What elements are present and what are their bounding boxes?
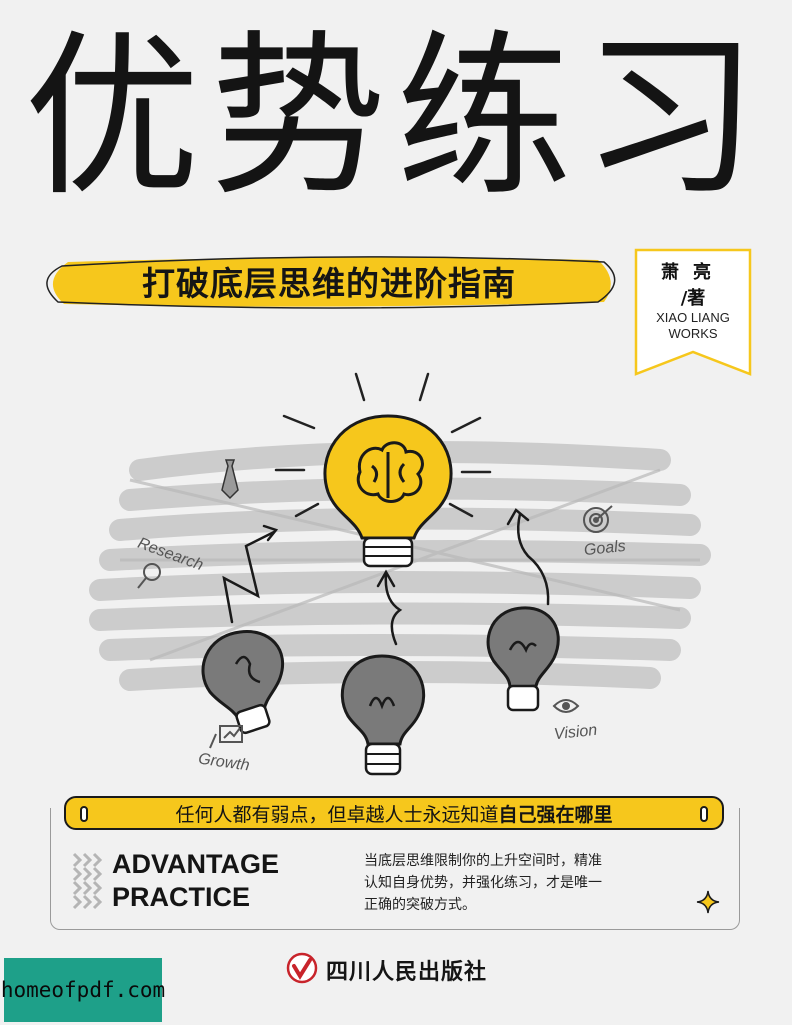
slogan-highlight: 自己强在哪里 bbox=[498, 803, 613, 826]
magnifier-icon bbox=[137, 563, 161, 589]
arrows bbox=[222, 508, 550, 646]
description: 当底层思维限制你的上升空间时，精准 认知自身优势，并强化练习，才是唯一 正确的突… bbox=[364, 850, 694, 916]
pill-decoration-left bbox=[80, 806, 88, 822]
main-bulb bbox=[323, 414, 453, 568]
sparkle-icon bbox=[696, 890, 720, 914]
info-panel bbox=[50, 808, 740, 930]
description-line1: 当底层思维限制你的上升空间时，精准 bbox=[364, 853, 602, 869]
chart-icon bbox=[209, 725, 243, 749]
book-title: 优势练习 bbox=[23, 15, 768, 220]
target-icon bbox=[583, 505, 613, 533]
gray-bulb-center bbox=[340, 654, 426, 776]
eye-icon bbox=[552, 699, 580, 713]
tie-icon bbox=[221, 459, 239, 500]
gray-bulb-left bbox=[201, 630, 285, 735]
publisher: 四川人民出版社 bbox=[286, 950, 526, 986]
slogan-banner: 任何人都有弱点，但卓越人士永远知道 自己强在哪里 bbox=[64, 796, 724, 830]
description-line3: 正确的突破方式。 bbox=[364, 897, 476, 913]
lightbulb-illustration: Research Goals Growth Vision bbox=[60, 360, 740, 790]
chevron-stripes-icon bbox=[72, 852, 103, 910]
illustration-art bbox=[89, 372, 711, 776]
english-title: ADVANTAGE PRACTICE bbox=[112, 848, 279, 914]
author-english: XIAO LIANG WORKS bbox=[634, 310, 752, 342]
pill-decoration-right bbox=[700, 806, 708, 822]
book-subtitle: 打破底层思维的进阶指南 bbox=[142, 264, 516, 303]
author-name: 萧亮 bbox=[661, 262, 725, 283]
english-title-line1: ADVANTAGE bbox=[112, 849, 279, 879]
gray-bulb-right bbox=[486, 606, 560, 712]
publisher-logo-icon bbox=[286, 952, 318, 984]
author-tag: 萧亮 /著 XIAO LIANG WORKS bbox=[634, 248, 752, 376]
subtitle-highlight-shape bbox=[46, 256, 616, 309]
slogan-text: 任何人都有弱点，但卓越人士永远知道 bbox=[175, 803, 499, 826]
description-line2: 认知自身优势，并强化练习，才是唯一 bbox=[364, 875, 602, 891]
english-title-line2: PRACTICE bbox=[112, 882, 251, 912]
light-rays bbox=[274, 372, 492, 518]
author-english-line1: XIAO LIANG bbox=[656, 310, 730, 325]
author-role: /著 bbox=[680, 288, 706, 309]
publisher-name: 四川人民出版社 bbox=[326, 959, 488, 985]
author-english-line2: WORKS bbox=[668, 326, 718, 341]
subtitle-banner: 打破底层思维的进阶指南 bbox=[38, 252, 620, 310]
watermark-badge: homeofpdf.com bbox=[1, 958, 165, 1022]
author-tag-shape bbox=[634, 248, 752, 376]
brain-icon bbox=[356, 441, 424, 503]
